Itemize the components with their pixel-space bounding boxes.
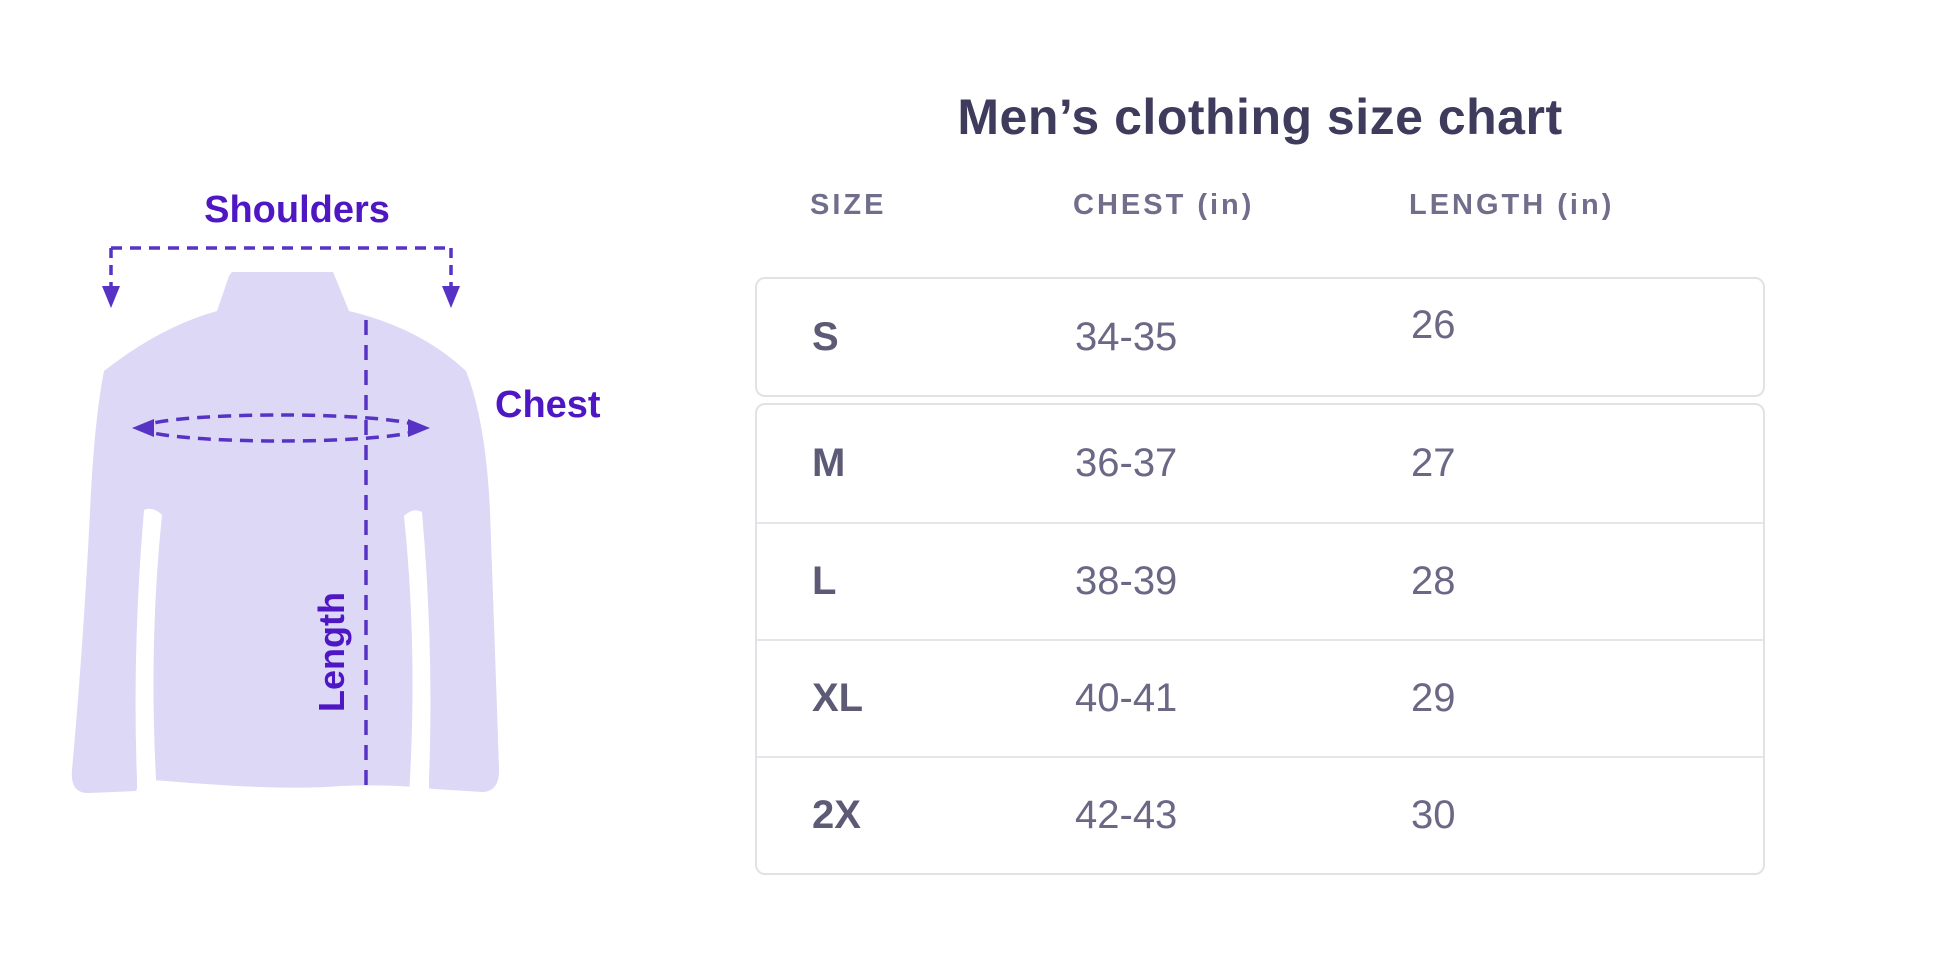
chest-arrowhead-left-icon <box>132 419 154 437</box>
column-header-chest: CHEST (in) <box>1073 188 1255 221</box>
table-row: S 34-35 26 <box>757 279 1763 395</box>
chest-cell: 40-41 <box>1075 676 1178 720</box>
size-cell: 2X <box>812 793 861 837</box>
size-cell: XL <box>812 676 864 720</box>
length-cell: 29 <box>1411 676 1456 720</box>
shirt-silhouette <box>71 272 500 793</box>
table-row: L 38-39 28 <box>757 522 1763 639</box>
page-title: Men’s clothing size chart <box>957 89 1563 145</box>
chest-cell: 36-37 <box>1075 441 1178 485</box>
chest-cell: 38-39 <box>1075 559 1178 603</box>
shirt-sleeve-gap-right <box>404 510 431 796</box>
length-cell: 28 <box>1411 559 1456 603</box>
column-header-length: LENGTH (in) <box>1409 188 1615 221</box>
length-cell: 26 <box>1411 302 1456 347</box>
shoulders-bracket <box>109 246 453 286</box>
shoulders-arrowhead-right-icon <box>442 286 460 308</box>
chest-label: Chest <box>495 384 601 426</box>
length-cell: 30 <box>1411 793 1456 837</box>
shoulders-arrowhead-left-icon <box>102 286 120 308</box>
shoulders-label: Shoulders <box>204 189 390 231</box>
size-card-s: S 34-35 26 <box>755 277 1765 397</box>
table-header-row: SIZE CHEST (in) LENGTH (in) <box>755 183 1765 227</box>
chest-arrowhead-right-icon <box>408 419 430 437</box>
size-cell: L <box>812 559 837 603</box>
size-card-m-to-2x: M 36-37 27 L 38-39 28 XL 40-41 29 2X 42-… <box>755 403 1765 875</box>
chest-cell: 34-35 <box>1075 314 1178 359</box>
table-row: 2X 42-43 30 <box>757 756 1763 873</box>
column-header-size: SIZE <box>810 188 887 221</box>
size-cell: M <box>812 441 846 485</box>
table-row: M 36-37 27 <box>757 405 1763 522</box>
shirt-diagram-svg: Shoulders Chest Length <box>71 189 601 796</box>
shirt-measurement-diagram: Shoulders Chest Length <box>40 180 660 880</box>
length-cell: 27 <box>1411 441 1456 485</box>
table-row: XL 40-41 29 <box>757 639 1763 756</box>
size-cell: S <box>812 314 839 359</box>
length-label: Length <box>311 592 352 712</box>
chest-cell: 42-43 <box>1075 793 1178 837</box>
shirt-sleeve-gap-left <box>135 508 162 796</box>
